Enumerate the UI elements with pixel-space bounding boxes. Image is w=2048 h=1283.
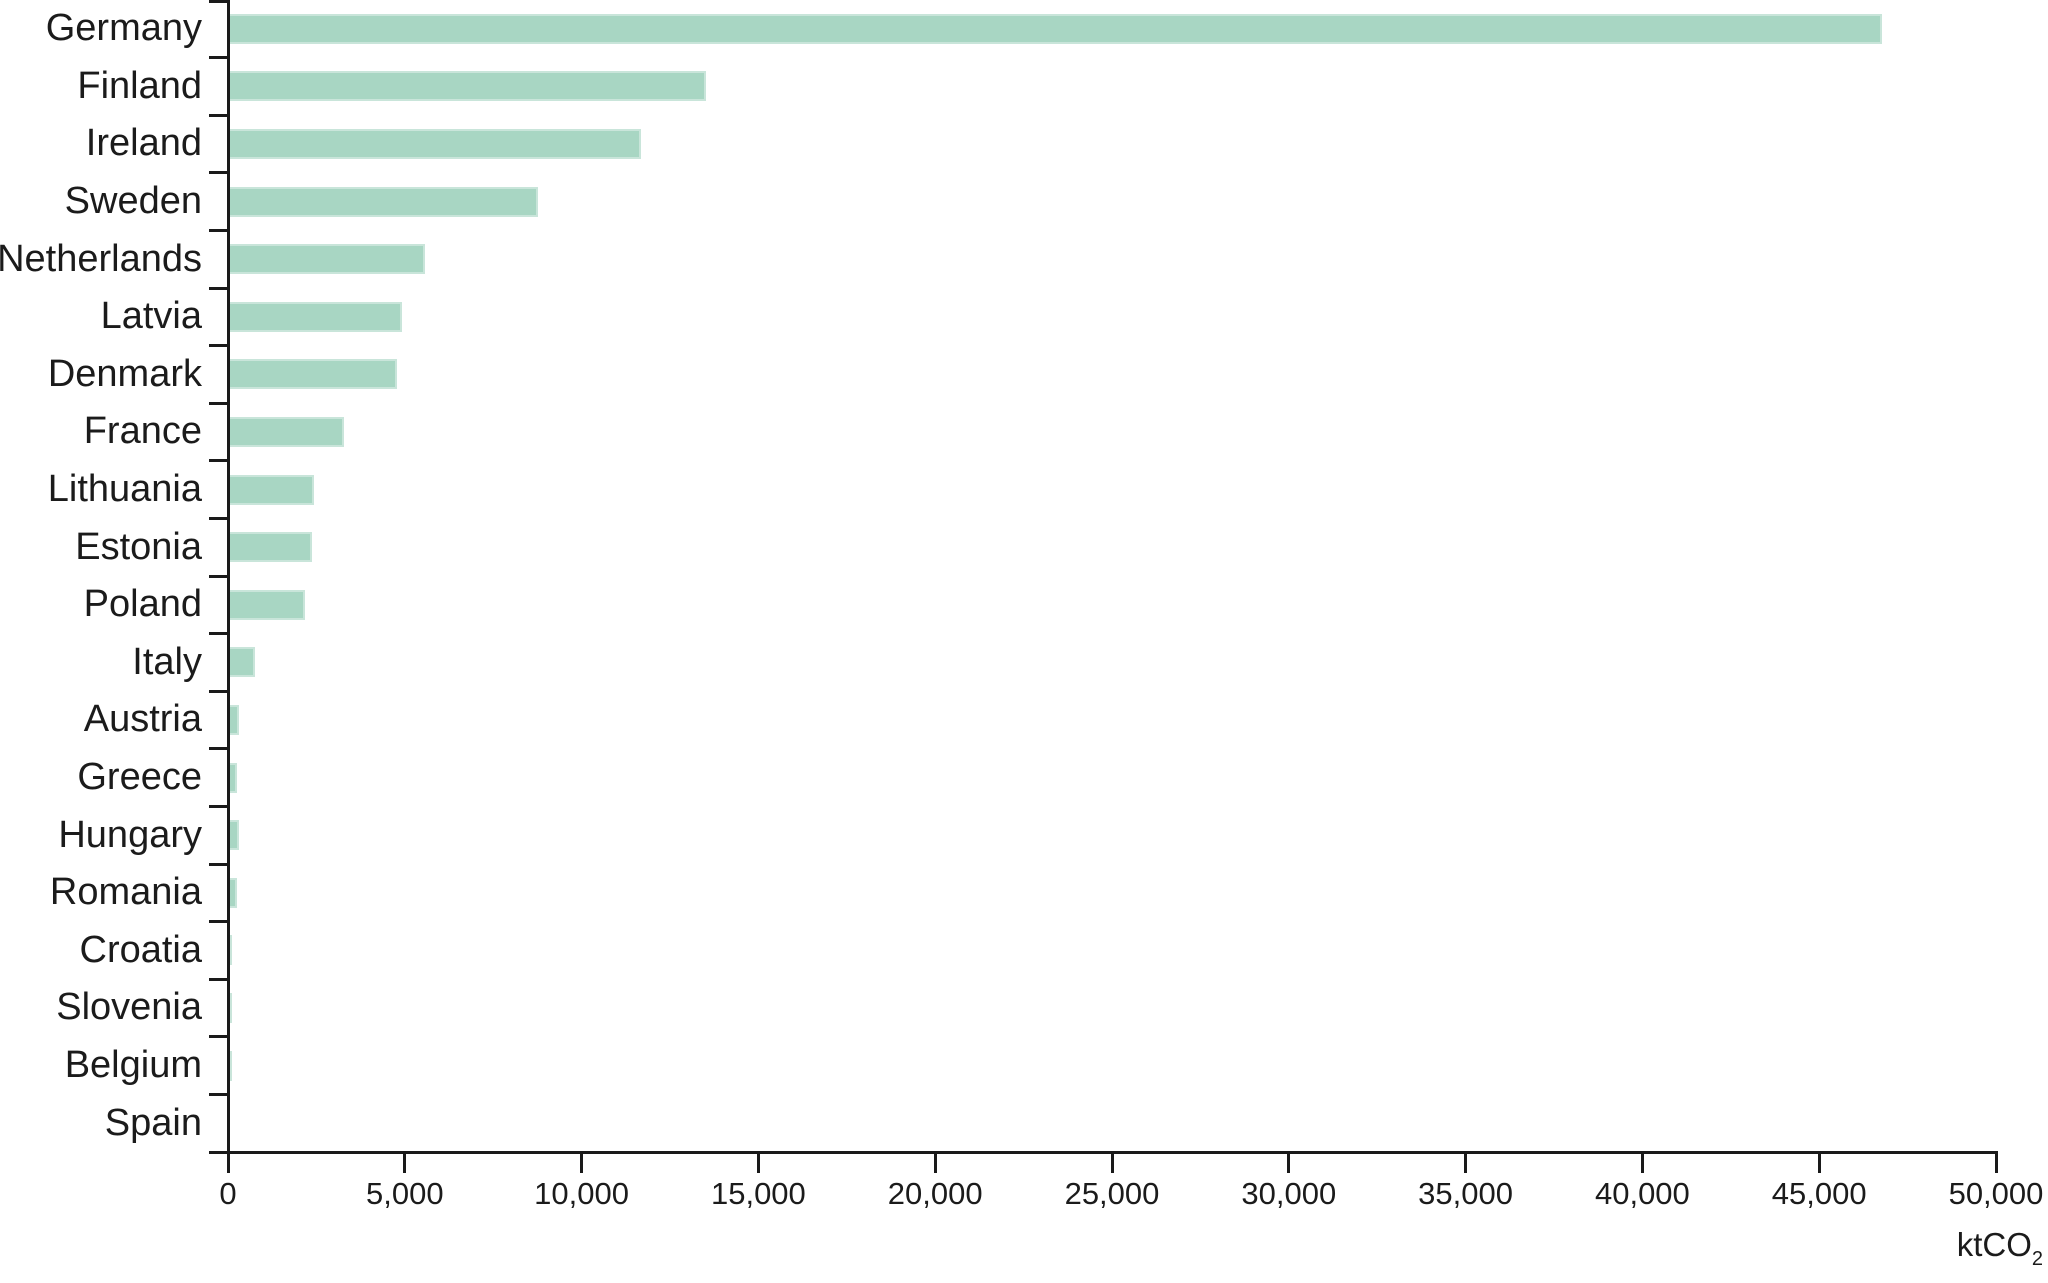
x-axis-tick-20000	[933, 1152, 937, 1173]
bar-croatia	[227, 935, 233, 966]
bar-estonia	[227, 532, 312, 563]
y-axis-tick	[209, 747, 228, 751]
y-axis-tick	[209, 862, 228, 866]
category-label-france: France	[83, 410, 202, 453]
bar-denmark	[227, 359, 397, 390]
category-label-italy: Italy	[132, 640, 202, 683]
category-label-austria: Austria	[83, 698, 202, 741]
x-axis-tick-label-35000: 35,000	[1418, 1176, 1513, 1211]
bar-poland	[227, 589, 305, 620]
category-label-lithuania: Lithuania	[47, 468, 202, 511]
bar-finland	[227, 71, 707, 102]
x-axis-tick-45000	[1817, 1152, 1821, 1173]
x-axis-line	[209, 1150, 1998, 1154]
x-axis-tick-35000	[1464, 1152, 1468, 1173]
x-axis-unit-subscript: 2	[2031, 1248, 2043, 1270]
x-axis-tick-label-45000: 45,000	[1771, 1176, 1867, 1211]
bar-netherlands	[227, 244, 426, 275]
y-axis-tick	[209, 804, 228, 808]
category-label-finland: Finland	[77, 64, 202, 107]
y-axis-tick	[209, 574, 228, 578]
category-label-ireland: Ireland	[85, 122, 202, 165]
bar-germany	[227, 13, 1882, 44]
bar-sweden	[227, 186, 539, 217]
x-axis-tick-label-40000: 40,000	[1594, 1176, 1690, 1211]
category-label-croatia: Croatia	[79, 928, 203, 971]
bar-latvia	[227, 301, 403, 332]
x-axis-tick-40000	[1640, 1152, 1644, 1173]
category-label-spain: Spain	[104, 1101, 202, 1144]
x-axis-tick-10000	[580, 1152, 584, 1173]
category-label-denmark: Denmark	[47, 352, 202, 395]
category-label-poland: Poland	[83, 583, 202, 626]
x-axis-tick-15000	[756, 1152, 760, 1173]
bar-romania	[227, 877, 237, 908]
y-axis-tick	[209, 228, 228, 232]
x-axis-tick-label-50000: 50,000	[1948, 1176, 2044, 1211]
category-label-romania: Romania	[49, 871, 202, 914]
y-axis-tick	[209, 977, 228, 981]
y-axis-tick	[209, 1092, 228, 1096]
y-axis-tick	[209, 632, 228, 636]
y-axis-tick	[209, 1035, 228, 1039]
x-axis-tick-label-15000: 15,000	[710, 1176, 806, 1211]
y-axis-tick	[209, 689, 228, 693]
x-axis-tick-label-30000: 30,000	[1241, 1176, 1337, 1211]
x-axis-tick-5000	[403, 1152, 407, 1173]
x-axis-tick-25000	[1110, 1152, 1114, 1173]
y-axis-tick	[209, 286, 228, 290]
category-label-greece: Greece	[77, 756, 202, 799]
y-axis-tick	[209, 171, 228, 175]
x-axis-tick-label-25000: 25,000	[1064, 1176, 1160, 1211]
x-axis-tick-50000	[1994, 1152, 1998, 1173]
bar-lithuania	[227, 474, 314, 505]
bar-ireland	[227, 129, 641, 159]
bar-hungary	[227, 820, 239, 851]
x-axis-unit-text: ktCO	[1956, 1226, 2032, 1263]
x-axis-tick-0	[226, 1152, 230, 1173]
category-label-estonia: Estonia	[75, 525, 202, 568]
y-axis-tick	[209, 920, 228, 924]
x-axis-tick-label-10000: 10,000	[534, 1176, 629, 1211]
category-label-latvia: Latvia	[100, 295, 202, 338]
y-axis-line	[226, 0, 230, 1153]
y-axis-tick	[209, 516, 228, 520]
bar-italy	[227, 647, 256, 678]
y-axis-tick	[209, 401, 228, 405]
bar-austria	[227, 705, 240, 735]
x-axis-tick-label-20000: 20,000	[887, 1176, 983, 1211]
x-axis-unit-label: ktCO2	[1956, 1226, 2043, 1270]
y-axis-tick	[209, 0, 228, 3]
y-axis-tick	[209, 459, 228, 463]
category-label-sweden: Sweden	[64, 180, 202, 223]
y-axis-tick	[209, 56, 228, 60]
x-axis-tick-label-0: 0	[219, 1176, 237, 1211]
category-label-hungary: Hungary	[58, 813, 202, 856]
y-axis-tick	[209, 344, 228, 348]
x-axis-tick-30000	[1287, 1152, 1291, 1173]
y-axis-tick	[209, 113, 228, 117]
category-label-netherlands: Netherlands	[0, 237, 202, 280]
category-label-belgium: Belgium	[64, 1044, 202, 1087]
x-axis-tick-label-5000: 5,000	[366, 1176, 444, 1211]
category-label-slovenia: Slovenia	[56, 986, 202, 1029]
category-label-germany: Germany	[45, 7, 202, 50]
bar-france	[227, 417, 344, 447]
bar-greece	[227, 762, 238, 793]
